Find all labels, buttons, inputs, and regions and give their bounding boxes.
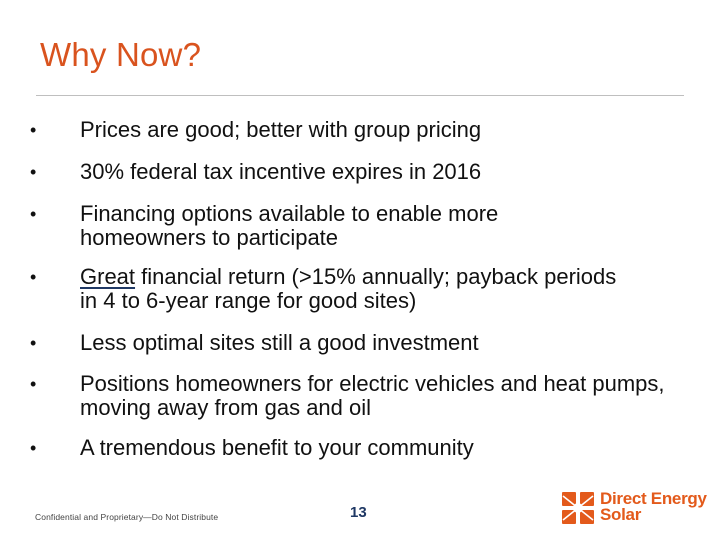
bullet-emphasis: Great [80,264,136,289]
bullet-text: Positions homeowners for electric vehicl… [80,371,665,420]
bullet-symbol: • [30,204,37,224]
logo-wordmark: Direct Energy Solar [600,489,707,524]
bullet-text: A tremendous benefit to your community [80,435,474,460]
bullet-text: financial return (>15% annually; payback… [80,264,617,313]
bullet-symbol: • [30,267,37,287]
bullet-item: • A tremendous benefit to your community [30,435,690,460]
sunburst-logo-icon [560,490,596,526]
bullet-item: • Great financial return (>15% annually;… [30,264,620,313]
bullet-text: Prices are good; better with group prici… [80,117,482,142]
bullet-item: • Less optimal sites still a good invest… [30,330,690,355]
bullet-symbol: • [30,333,37,353]
bullet-symbol: • [30,120,37,140]
bullet-item: • Prices are good; better with group pri… [30,117,690,142]
bullet-list: • Prices are good; better with group pri… [30,117,690,460]
bullet-item: • Positions homeowners for electric vehi… [30,371,680,420]
page-number: 13 [350,504,367,521]
bullet-item: • 30% federal tax incentive expires in 2… [30,159,690,184]
logo-line-1: Direct Energy [600,489,707,508]
bullet-text: Financing options available to enable mo… [80,201,499,250]
slide-title: Why Now? [40,36,202,73]
bullet-symbol: • [30,374,37,394]
bullet-symbol: • [30,162,37,182]
confidential-notice: Confidential and Proprietary—Do Not Dist… [35,512,219,522]
bullet-symbol: • [30,438,37,458]
logo-line-2: Solar [600,505,642,524]
title-divider [36,95,684,96]
bullet-text: Less optimal sites still a good investme… [80,330,479,355]
bullet-item: • Financing options available to enable … [30,201,600,250]
bullet-text: 30% federal tax incentive expires in 201… [80,159,482,184]
company-logo: Direct Energy Solar [560,490,710,526]
